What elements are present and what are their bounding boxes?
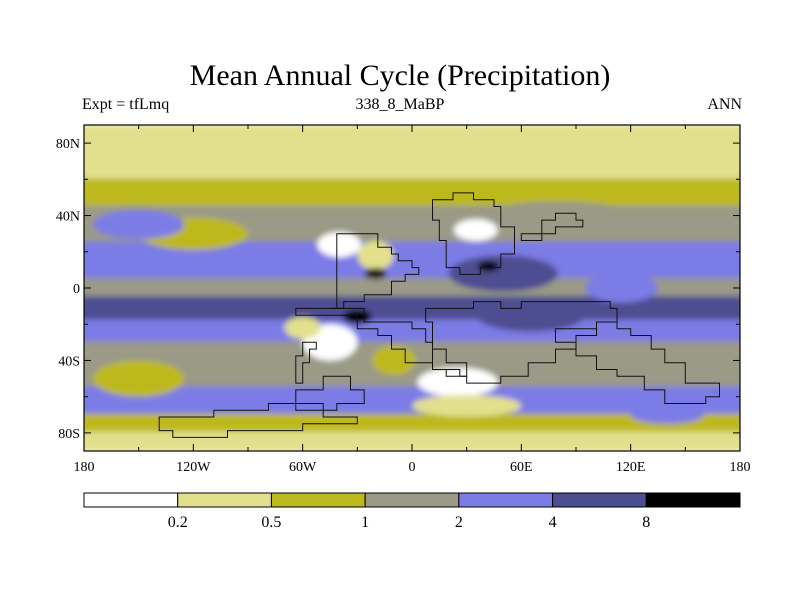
precip-patch-15: [548, 358, 640, 381]
colorbar-label: 8: [642, 514, 650, 531]
colorbar-swatch: [458, 492, 554, 508]
precip-patch-3: [357, 240, 394, 270]
precip-band-7: [84, 277, 740, 299]
lon-tick-label: 180: [74, 460, 95, 475]
precip-band-6: [84, 259, 740, 280]
precip-patch-12: [453, 219, 498, 241]
lat-tick-label: 0: [73, 282, 80, 297]
lon-tick-label: 180: [730, 460, 751, 475]
land-outline-4: [295, 375, 365, 411]
colorbar-swatch: [83, 492, 179, 508]
colorbar-label: 4: [549, 514, 557, 531]
land-outline-0: [330, 233, 420, 309]
precip-patch-19: [477, 260, 500, 272]
precip-band-12: [84, 386, 740, 416]
lat-tick-label: 40N: [56, 210, 80, 225]
colorbar-label: 0.2: [168, 514, 188, 531]
colorbar-swatch: [552, 492, 647, 508]
lon-tick-label: 60E: [510, 460, 533, 475]
precip-band-0: [84, 125, 740, 145]
land-outlines: [158, 192, 720, 438]
precip-patch-2: [317, 231, 361, 258]
precip-patch-7: [417, 367, 498, 397]
longitude-axis: 180 120W 60W 0 60E 120E 180: [74, 125, 751, 475]
colorbar-label: 2: [455, 514, 463, 531]
land-outline-8: [520, 212, 584, 241]
colorbar: 0.2 0.5 1 2 4 8: [83, 492, 741, 531]
precip-patch-10: [475, 298, 586, 332]
lon-tick-label: 120W: [176, 460, 211, 475]
land-outline-3: [432, 192, 515, 275]
precip-patch-17: [630, 405, 704, 424]
land-outline-6: [555, 321, 720, 404]
precip-band-5: [84, 241, 740, 262]
precip-patch-5: [284, 316, 321, 339]
precip-patch-14: [371, 345, 416, 375]
lon-tick-label: 0: [409, 460, 416, 475]
lon-tick-label: 120E: [616, 460, 646, 475]
colorbar-label: 0.5: [261, 514, 281, 531]
plot-title: Mean Annual Cycle (Precipitation): [189, 59, 611, 92]
period-label: 338_8_MaBP: [355, 96, 445, 113]
precip-patch-11: [585, 273, 658, 303]
land-outline-5: [158, 403, 358, 438]
land-outline-2: [425, 301, 618, 384]
season-label: ANN: [707, 96, 742, 113]
precip-band-2: [84, 178, 740, 208]
precip-patch-8: [412, 394, 522, 417]
lat-tick-label: 80N: [56, 137, 80, 152]
precip-patch-16: [93, 360, 185, 397]
precip-patch-9: [448, 255, 558, 292]
precip-field: [84, 125, 740, 451]
precip-band-14: [84, 431, 740, 451]
colorbar-swatch: [270, 492, 366, 508]
colorbar-swatch: [177, 492, 272, 508]
lon-tick-label: 60W: [289, 460, 317, 475]
precip-band-1: [84, 142, 740, 181]
precip-patch-13: [484, 201, 631, 231]
lat-tick-label: 80S: [58, 427, 80, 442]
colorbar-swatch: [364, 492, 460, 508]
precip-band-8: [84, 296, 740, 322]
precip-band-13: [84, 413, 740, 434]
land-outline-7: [295, 341, 317, 384]
latitude-axis: 80N 40N 0 40S 80S: [56, 137, 740, 442]
colorbar-swatch: [645, 492, 741, 508]
land-outline-1: [295, 307, 468, 377]
precip-patch-18: [364, 268, 387, 279]
precip-patch-1: [93, 210, 185, 240]
lat-tick-label: 40S: [58, 354, 80, 369]
colorbar-label: 1: [361, 514, 369, 531]
experiment-label: Expt = tfLmq: [82, 96, 170, 113]
